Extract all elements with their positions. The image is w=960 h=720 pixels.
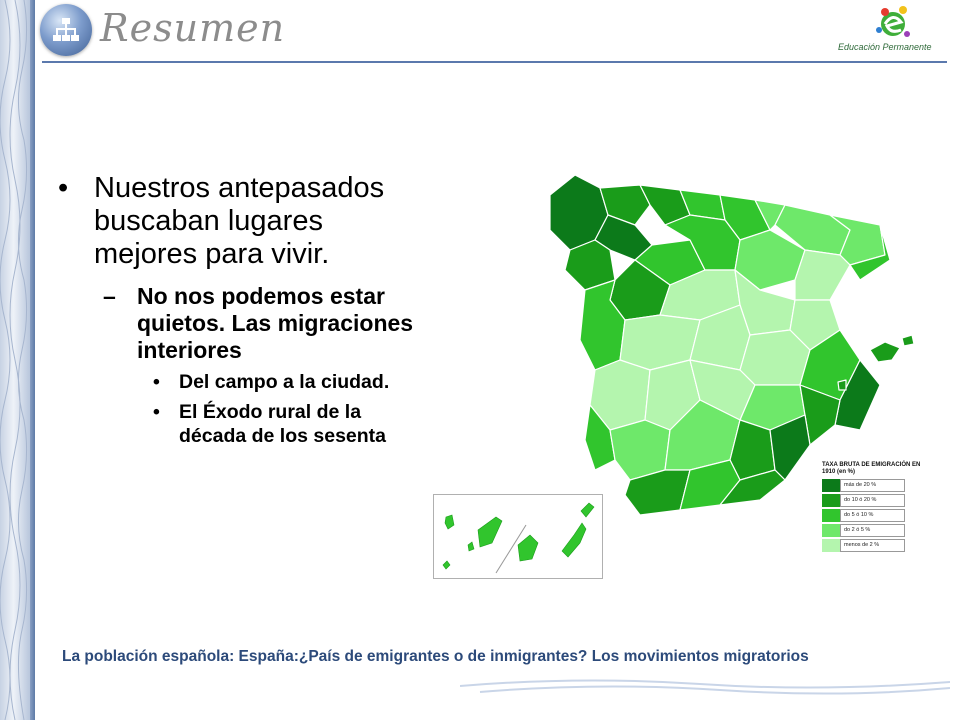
legend-label: más de 20 % bbox=[840, 478, 905, 492]
decorative-left-border bbox=[0, 0, 30, 720]
map-legend: TAXA BRUTA DE EMIGRACIÓN EN 1910 (en %) … bbox=[822, 462, 932, 552]
bullet-level1: • Nuestros antepasados buscaban lugares … bbox=[58, 172, 418, 271]
decorative-swoosh bbox=[460, 679, 950, 695]
bullet-level2-text: No nos podemos estar quietos. Las migrac… bbox=[137, 283, 414, 363]
bullet-level3-item: • El Éxodo rural de la década de los ses… bbox=[153, 400, 418, 448]
bullet-level2: – No nos podemos estar quietos. Las migr… bbox=[103, 283, 418, 364]
legend-swatch bbox=[822, 523, 840, 537]
legend-label: do 10 ó 20 % bbox=[840, 493, 905, 507]
bullet-marker: • bbox=[58, 172, 69, 204]
bullet-level3-item: • Del campo a la ciudad. bbox=[153, 370, 418, 394]
bullet-level3-text: Del campo a la ciudad. bbox=[179, 371, 390, 393]
legend-label: do 2 ó 5 % bbox=[840, 523, 905, 537]
canary-islands-inset-map bbox=[433, 494, 603, 579]
legend-item: do 5 ó 10 % bbox=[822, 508, 932, 522]
legend-item: do 2 ó 5 % bbox=[822, 523, 932, 537]
left-rule bbox=[30, 0, 35, 720]
legend-label: menos de 2 % bbox=[840, 538, 905, 552]
legend-title: TAXA BRUTA DE EMIGRACIÓN EN 1910 (en %) bbox=[822, 462, 921, 475]
spain-emigration-map bbox=[549, 174, 915, 516]
legend-swatch bbox=[822, 508, 840, 522]
legend-item: do 10 ó 20 % bbox=[822, 493, 932, 507]
legend-label: do 5 ó 10 % bbox=[840, 508, 905, 522]
sitemap-icon bbox=[40, 4, 92, 56]
legend-swatch bbox=[822, 493, 840, 507]
header-rule bbox=[42, 61, 947, 63]
educacion-permanente-logo bbox=[876, 6, 910, 37]
bullet-level1-text: Nuestros antepasados buscaban lugares me… bbox=[94, 172, 385, 270]
bullet-content: • Nuestros antepasados buscaban lugares … bbox=[58, 172, 418, 448]
brand-name: Educación Permanente bbox=[838, 42, 932, 52]
bullet-marker: • bbox=[153, 371, 160, 393]
legend-swatch bbox=[822, 478, 840, 492]
legend-item: más de 20 % bbox=[822, 478, 932, 492]
dash-marker: – bbox=[103, 283, 116, 309]
legend-swatch bbox=[822, 538, 840, 552]
footer-caption: La población española: España:¿País de e… bbox=[62, 648, 809, 665]
page-title: Resumen bbox=[100, 6, 286, 50]
bullet-level3-text: El Éxodo rural de la década de los sesen… bbox=[179, 401, 387, 447]
bullet-marker: • bbox=[153, 401, 160, 423]
legend-item: menos de 2 % bbox=[822, 538, 932, 552]
